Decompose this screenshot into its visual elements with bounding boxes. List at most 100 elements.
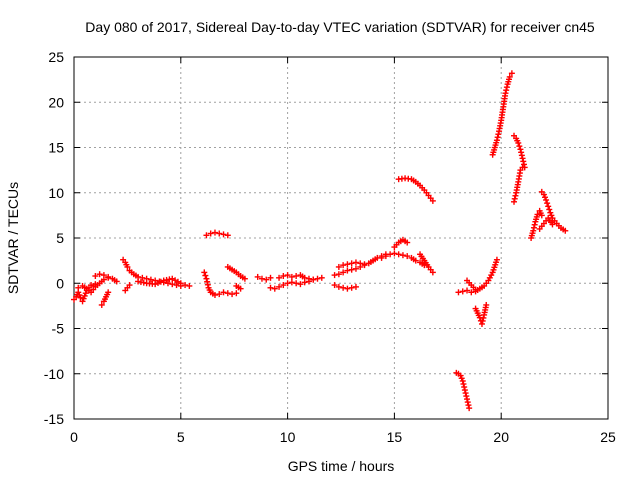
data-point	[515, 139, 522, 146]
data-point	[545, 203, 552, 210]
data-point	[480, 314, 487, 321]
data-point	[344, 261, 351, 268]
data-point	[79, 298, 86, 305]
data-point	[284, 272, 291, 279]
data-point	[126, 282, 133, 289]
x-tick-label: 5	[177, 429, 185, 445]
data-point	[348, 266, 355, 273]
data-point	[531, 221, 538, 228]
data-point	[357, 260, 364, 267]
data-point	[348, 284, 355, 291]
data-point	[164, 280, 171, 287]
data-point	[494, 134, 501, 141]
data-point	[202, 272, 209, 279]
data-point	[82, 290, 89, 297]
data-point	[464, 399, 471, 406]
data-point	[512, 192, 519, 199]
data-point	[546, 206, 553, 213]
data-point	[352, 259, 359, 266]
data-point	[139, 274, 146, 281]
data-point	[404, 239, 411, 246]
data-point	[267, 274, 274, 281]
data-point	[511, 195, 518, 202]
data-point	[344, 267, 351, 274]
data-point	[462, 390, 469, 397]
data-point	[516, 143, 523, 150]
data-point	[483, 301, 490, 308]
data-point	[508, 70, 515, 77]
y-tick-label: -10	[44, 366, 64, 382]
grid-lines	[74, 57, 608, 419]
data-point	[76, 292, 83, 299]
data-point	[520, 161, 527, 168]
data-point	[267, 284, 274, 291]
data-point	[271, 285, 278, 292]
data-point	[224, 232, 231, 239]
data-point	[301, 274, 308, 281]
y-tick-label: 0	[56, 275, 64, 291]
data-point	[517, 146, 524, 153]
y-axis-label: SDTVAR / TECUs	[5, 182, 21, 294]
data-point	[173, 282, 180, 289]
data-point	[544, 200, 551, 207]
data-point	[547, 209, 554, 216]
data-point	[182, 282, 189, 289]
data-point	[335, 283, 342, 290]
data-point	[518, 152, 525, 159]
data-point	[280, 273, 287, 280]
data-point	[458, 375, 465, 382]
data-point	[538, 212, 545, 219]
data-point	[288, 273, 295, 280]
data-point	[155, 279, 162, 286]
data-point	[280, 282, 287, 289]
data-point	[288, 279, 295, 286]
data-point	[340, 284, 347, 291]
data-point	[463, 393, 470, 400]
data-point	[211, 229, 218, 236]
data-point	[340, 262, 347, 269]
data-point	[203, 232, 210, 239]
data-point	[348, 260, 355, 267]
data-point	[100, 272, 107, 279]
data-point	[541, 194, 548, 201]
data-point	[493, 256, 500, 263]
data-point	[461, 384, 468, 391]
data-point	[276, 283, 283, 290]
data-point	[543, 196, 550, 203]
data-point	[177, 280, 184, 287]
data-point	[465, 402, 472, 409]
data-series	[71, 70, 569, 412]
data-point	[201, 269, 208, 276]
x-tick-label: 10	[280, 429, 296, 445]
data-point	[395, 251, 402, 258]
data-point	[241, 275, 248, 282]
data-point	[105, 289, 112, 296]
y-tick-label: -15	[44, 411, 64, 427]
data-point	[204, 281, 211, 288]
data-point	[461, 387, 468, 394]
x-axis-label: GPS time / hours	[288, 458, 395, 474]
data-point	[169, 281, 176, 288]
data-point	[378, 254, 385, 261]
data-point	[147, 276, 154, 283]
x-tick-label: 0	[70, 429, 78, 445]
data-point	[75, 284, 82, 291]
data-point	[404, 253, 411, 260]
data-point	[548, 212, 555, 219]
data-point	[478, 320, 485, 327]
data-point	[220, 289, 227, 296]
data-point	[284, 280, 291, 287]
data-point	[293, 273, 300, 280]
data-point	[314, 275, 321, 282]
data-point	[519, 155, 526, 162]
data-point	[220, 231, 227, 238]
data-point	[352, 283, 359, 290]
data-point	[479, 317, 486, 324]
data-point	[211, 292, 218, 299]
y-tick-label: 20	[48, 94, 64, 110]
data-point	[549, 221, 556, 228]
data-point	[495, 131, 502, 138]
data-point	[293, 280, 300, 287]
data-point	[335, 263, 342, 270]
